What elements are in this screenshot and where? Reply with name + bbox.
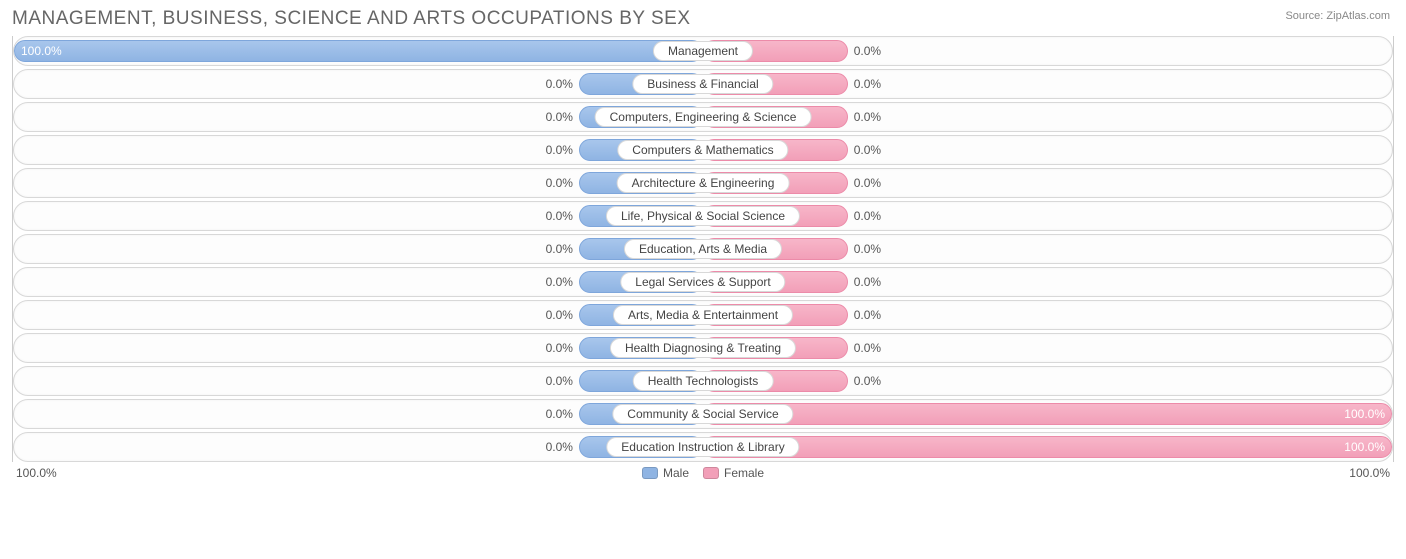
legend-swatch-male — [642, 467, 658, 479]
male-pct-label: 100.0% — [21, 44, 62, 58]
chart-row: 0.0% 0.0% Life, Physical & Social Science — [13, 201, 1393, 231]
female-pct-label: 0.0% — [854, 242, 881, 256]
chart-plot-area: 100.0% 0.0% Management 0.0% 0.0% Business & F… — [12, 36, 1394, 462]
category-label: Health Technologists — [633, 371, 774, 391]
chart-row: 0.0% 0.0% Legal Services & Support — [13, 267, 1393, 297]
category-label: Education, Arts & Media — [624, 239, 782, 259]
female-pct-label: 0.0% — [854, 308, 881, 322]
category-label: Legal Services & Support — [620, 272, 785, 292]
female-pct-label: 0.0% — [854, 209, 881, 223]
male-pct-label: 0.0% — [546, 110, 573, 124]
female-pct-label: 100.0% — [1344, 407, 1385, 421]
female-pct-label: 0.0% — [854, 44, 881, 58]
male-pct-label: 0.0% — [546, 176, 573, 190]
male-pct-label: 0.0% — [546, 440, 573, 454]
chart-row: 0.0% 0.0% Business & Financial — [13, 69, 1393, 99]
chart-source: Source: ZipAtlas.com — [1285, 8, 1394, 22]
chart-title: MANAGEMENT, BUSINESS, SCIENCE AND ARTS O… — [12, 8, 691, 30]
chart-row: 0.0% 0.0% Computers, Engineering & Science — [13, 102, 1393, 132]
female-pct-label: 0.0% — [854, 110, 881, 124]
female-pct-label: 0.0% — [854, 275, 881, 289]
chart-row: 0.0% 0.0% Computers & Mathematics — [13, 135, 1393, 165]
female-pct-label: 0.0% — [854, 341, 881, 355]
category-label: Architecture & Engineering — [617, 173, 790, 193]
male-pct-label: 0.0% — [546, 407, 573, 421]
category-label: Education Instruction & Library — [606, 437, 799, 457]
category-label: Arts, Media & Entertainment — [613, 305, 793, 325]
female-pct-label: 0.0% — [854, 176, 881, 190]
legend-swatch-female — [703, 467, 719, 479]
female-bar: 100.0% — [703, 403, 1392, 425]
male-pct-label: 0.0% — [546, 308, 573, 322]
chart-row: 0.0% 100.0% Education Instruction & Librar… — [13, 432, 1393, 462]
male-pct-label: 0.0% — [546, 242, 573, 256]
male-bar: 100.0% — [14, 40, 703, 62]
female-pct-label: 100.0% — [1344, 440, 1385, 454]
male-pct-label: 0.0% — [546, 341, 573, 355]
chart-row: 100.0% 0.0% Management — [13, 36, 1393, 66]
female-pct-label: 0.0% — [854, 77, 881, 91]
male-pct-label: 0.0% — [546, 209, 573, 223]
axis-left-label: 100.0% — [16, 466, 57, 480]
legend-item-female: Female — [703, 466, 764, 480]
source-name: ZipAtlas.com — [1326, 10, 1390, 22]
female-pct-label: 0.0% — [854, 374, 881, 388]
chart-row: 0.0% 0.0% Health Technologists — [13, 366, 1393, 396]
male-pct-label: 0.0% — [546, 143, 573, 157]
chart-header: MANAGEMENT, BUSINESS, SCIENCE AND ARTS O… — [12, 8, 1394, 30]
category-label: Management — [653, 41, 753, 61]
chart-row: 0.0% 100.0% Community & Social Service — [13, 399, 1393, 429]
legend-label-male: Male — [663, 466, 689, 480]
chart-legend: Male Female — [642, 466, 764, 480]
axis-right-label: 100.0% — [1349, 466, 1390, 480]
category-label: Health Diagnosing & Treating — [610, 338, 796, 358]
chart-row: 0.0% 0.0% Education, Arts & Media — [13, 234, 1393, 264]
chart-row: 0.0% 0.0% Arts, Media & Entertainment — [13, 300, 1393, 330]
category-label: Community & Social Service — [612, 404, 793, 424]
category-label: Life, Physical & Social Science — [606, 206, 800, 226]
female-bar: 100.0% — [703, 436, 1392, 458]
legend-label-female: Female — [724, 466, 764, 480]
male-pct-label: 0.0% — [546, 77, 573, 91]
source-label: Source: — [1285, 10, 1323, 22]
category-label: Computers & Mathematics — [617, 140, 788, 160]
chart-row: 0.0% 0.0% Health Diagnosing & Treating — [13, 333, 1393, 363]
legend-item-male: Male — [642, 466, 689, 480]
category-label: Business & Financial — [632, 74, 773, 94]
male-pct-label: 0.0% — [546, 374, 573, 388]
female-pct-label: 0.0% — [854, 143, 881, 157]
chart-row: 0.0% 0.0% Architecture & Engineering — [13, 168, 1393, 198]
category-label: Computers, Engineering & Science — [595, 107, 812, 127]
male-pct-label: 0.0% — [546, 275, 573, 289]
chart-footer: 100.0% Male Female 100.0% — [12, 466, 1394, 486]
